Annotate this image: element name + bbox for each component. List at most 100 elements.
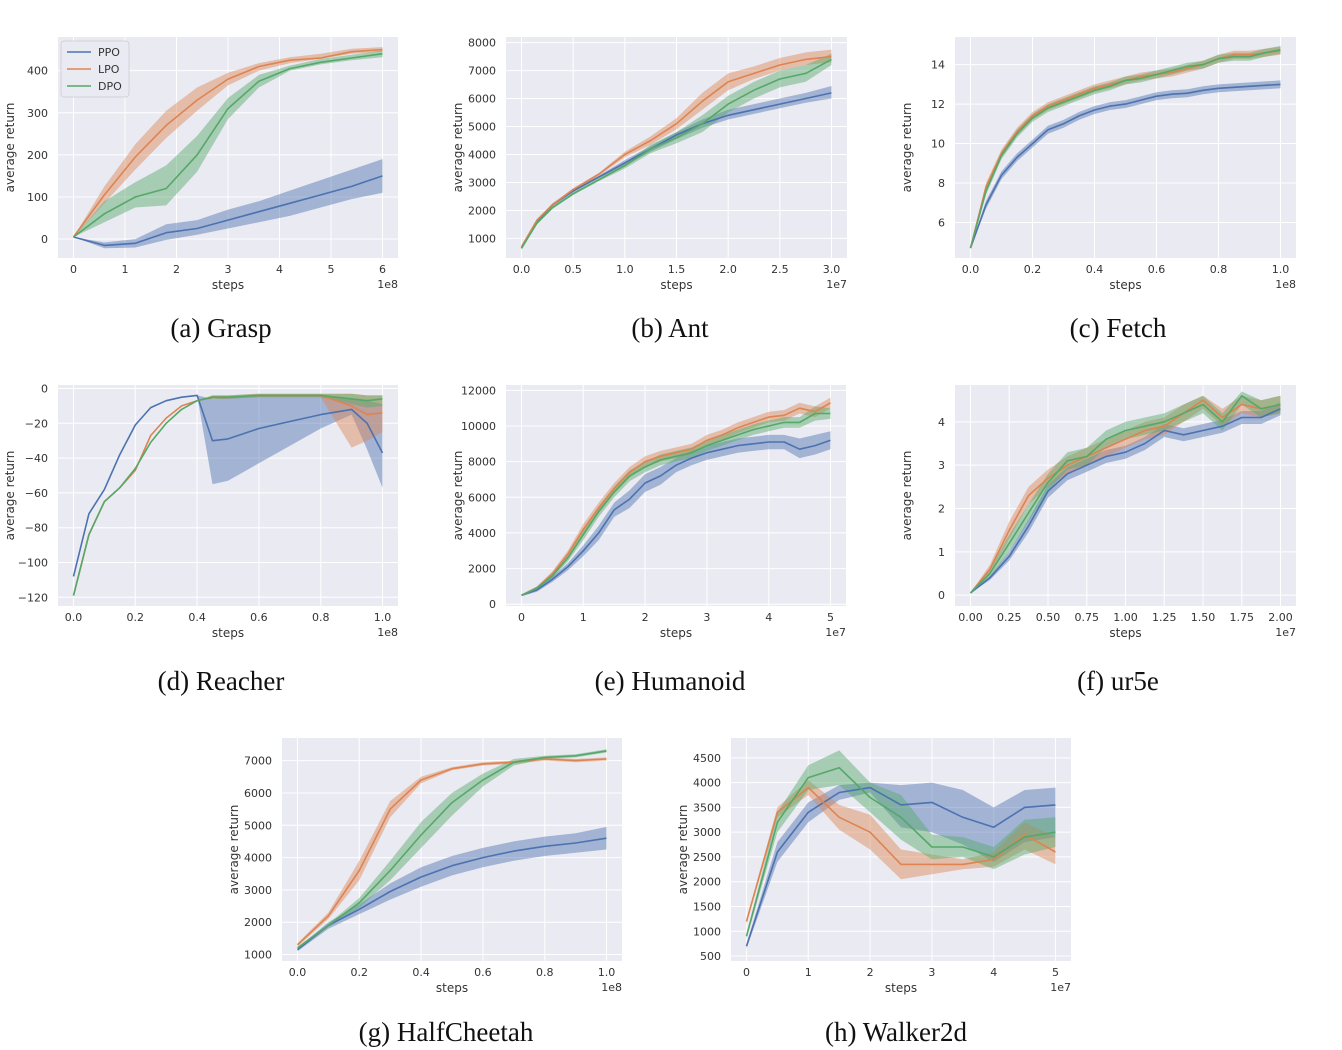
y-tick-label: 1000	[244, 949, 272, 962]
x-axis-exponent: 1e8	[601, 981, 622, 994]
legend: PPO LPO DPO	[60, 40, 130, 98]
x-tick-label: 0.4	[412, 966, 430, 979]
x-axis-exponent: 1e8	[377, 278, 398, 291]
band-lpo	[73, 393, 383, 596]
y-tick-label: 2	[938, 503, 945, 516]
y-tick-label: 2000	[693, 876, 721, 889]
series-line-dpo	[72, 394, 383, 596]
y-tick-label: 12000	[461, 384, 496, 397]
band-ppo	[970, 402, 1281, 593]
x-tick-label: 6	[379, 263, 386, 276]
series-line-lpo	[520, 55, 832, 248]
x-tick-label: 0.75	[1075, 611, 1100, 624]
chart-panel-8: 0 1 2 3 4 5 500 1000 1500 2000 2500 3000 3500 4000 450…	[676, 738, 1071, 1047]
x-tick-label: 0.8	[1210, 263, 1228, 276]
y-axis-label: average return	[227, 805, 241, 895]
y-tick-label: 0	[41, 233, 48, 246]
x-tick-label: 1.0	[616, 263, 634, 276]
x-tick-label: 2	[867, 966, 874, 979]
band-ppo	[521, 86, 832, 250]
chart-panel-2: 0.0 0.5 1.0 1.5 2.0 2.5 3.0 1000 2000 3000 4000 500…	[451, 37, 847, 343]
x-tick-label: 0.25	[997, 611, 1022, 624]
x-tick-label: 0.0	[962, 263, 980, 276]
x-tick-label: 1.5	[668, 263, 686, 276]
legend-box	[60, 40, 130, 98]
band-ppo	[73, 159, 383, 249]
series-line-ppo	[521, 439, 831, 597]
band-ppo	[297, 826, 607, 952]
x-axis-exponent: 1e7	[826, 278, 847, 291]
y-axis-label: average return	[900, 451, 914, 541]
band-dpo	[521, 53, 832, 250]
band-lpo	[746, 780, 1056, 924]
chart-caption: (f) ur5e	[1077, 666, 1159, 696]
x-axis-exponent: 1e8	[1275, 278, 1296, 291]
y-tick-label: 1500	[693, 900, 721, 913]
chart-panel-4: 0.0 0.2 0.4 0.6 0.8 1.0 0 −20 −40 −60 −80 −100 −120 s…	[3, 382, 398, 696]
plot-area	[58, 385, 398, 606]
x-tick-label: 5	[1052, 966, 1059, 979]
y-axis-label: average return	[3, 451, 17, 541]
x-tick-label: 1.50	[1191, 611, 1216, 624]
y-tick-label: 3500	[693, 801, 721, 814]
x-tick-label: 0.00	[958, 611, 983, 624]
x-tick-label: 0	[70, 263, 77, 276]
y-tick-label: 1	[938, 546, 945, 559]
plot-area	[282, 738, 622, 961]
x-tick-label: 4	[276, 263, 283, 276]
x-axis-label: steps	[885, 981, 917, 995]
x-tick-label: 0.5	[564, 263, 582, 276]
y-tick-label: 5000	[468, 121, 496, 134]
y-tick-label: 100	[27, 191, 48, 204]
x-axis-exponent: 1e7	[1275, 626, 1296, 639]
y-tick-label: −80	[25, 522, 48, 535]
x-axis-label: steps	[436, 981, 468, 995]
y-tick-label: 2500	[693, 851, 721, 864]
plot-data	[72, 393, 384, 596]
chart-caption: (b) Ant	[631, 313, 709, 343]
y-axis-label: average return	[451, 103, 465, 193]
y-tick-label: 12	[931, 98, 945, 111]
x-tick-label: 1.0	[598, 966, 616, 979]
y-tick-label: −60	[25, 487, 48, 500]
band-dpo	[521, 406, 831, 597]
y-tick-label: 7000	[244, 755, 272, 768]
x-tick-label: 1.0	[374, 611, 392, 624]
x-tick-label: 1.0	[1272, 263, 1290, 276]
chart-caption: (d) Reacher	[158, 666, 285, 696]
y-axis-label: average return	[3, 103, 17, 193]
x-axis-label: steps	[660, 626, 692, 640]
x-tick-label: 0.2	[127, 611, 145, 624]
x-tick-label: 0.6	[250, 611, 268, 624]
chart-caption: (h) Walker2d	[825, 1017, 968, 1047]
x-tick-label: 2.5	[771, 263, 789, 276]
y-tick-label: 500	[700, 950, 721, 963]
y-tick-label: 3000	[468, 176, 496, 189]
y-tick-label: 2000	[244, 916, 272, 929]
x-tick-label: 0.8	[536, 966, 554, 979]
x-tick-label: 0.2	[1024, 263, 1042, 276]
plot-data	[72, 47, 383, 249]
x-axis-exponent: 1e7	[1050, 981, 1071, 994]
y-tick-label: 10000	[461, 420, 496, 433]
series-line-lpo	[521, 402, 831, 597]
x-tick-label: 4	[765, 611, 772, 624]
band-ppo	[73, 395, 383, 577]
y-tick-label: 1000	[693, 925, 721, 938]
x-tick-label: 0.4	[1086, 263, 1104, 276]
series-line-dpo	[73, 53, 383, 238]
band-ppo	[746, 782, 1056, 949]
plot-area	[731, 738, 1071, 961]
x-axis-label: steps	[1109, 278, 1141, 292]
x-tick-label: 0.8	[312, 611, 330, 624]
y-tick-label: 0	[41, 382, 48, 395]
y-tick-label: 0	[938, 589, 945, 602]
series-line-ppo	[73, 175, 383, 247]
series-line-dpo	[297, 750, 607, 949]
y-tick-label: 200	[27, 149, 48, 162]
y-tick-label: −120	[18, 591, 48, 604]
x-tick-label: 1	[580, 611, 587, 624]
x-tick-label: 2	[642, 611, 649, 624]
series-line-ppo	[297, 837, 607, 951]
band-dpo	[970, 391, 1281, 593]
